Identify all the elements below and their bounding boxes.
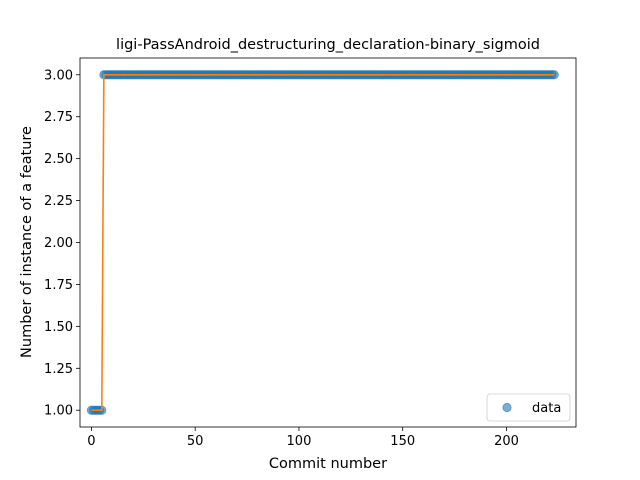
legend-box	[486, 393, 571, 422]
y-tick-label: 2.50	[44, 152, 73, 167]
legend-label: data	[532, 401, 561, 416]
y-tick-label: 2.25	[44, 194, 73, 209]
x-tick-label: 100	[287, 434, 312, 449]
legend-marker	[502, 402, 512, 413]
y-tick-label: 3.00	[44, 68, 73, 83]
y-tick-label: 1.75	[44, 278, 73, 293]
x-tick-label: 150	[390, 434, 415, 449]
x-tick-label: 200	[494, 434, 519, 449]
y-tick-label: 2.75	[44, 110, 73, 125]
y-tick-label: 2.00	[44, 236, 73, 251]
plot-area	[86, 70, 559, 415]
x-axis-title: Commit number	[269, 456, 387, 472]
y-tick-label: 1.00	[44, 404, 73, 419]
x-tick-label: 50	[187, 434, 204, 449]
axes: 0 50 100 150 200 1.00 1.25 1.50 1.75 2.00 2.25 2.50…	[44, 57, 577, 449]
y-axis-title: Number of instance of a feature	[19, 126, 35, 358]
y-tick-label: 1.50	[44, 320, 73, 335]
y-tick-label: 1.25	[44, 362, 73, 377]
fit-line	[91, 73, 555, 412]
x-tick-label: 0	[87, 434, 95, 449]
legend: data	[486, 393, 571, 422]
chart-title: ligi-PassAndroid_destructuring_declarati…	[116, 37, 540, 53]
